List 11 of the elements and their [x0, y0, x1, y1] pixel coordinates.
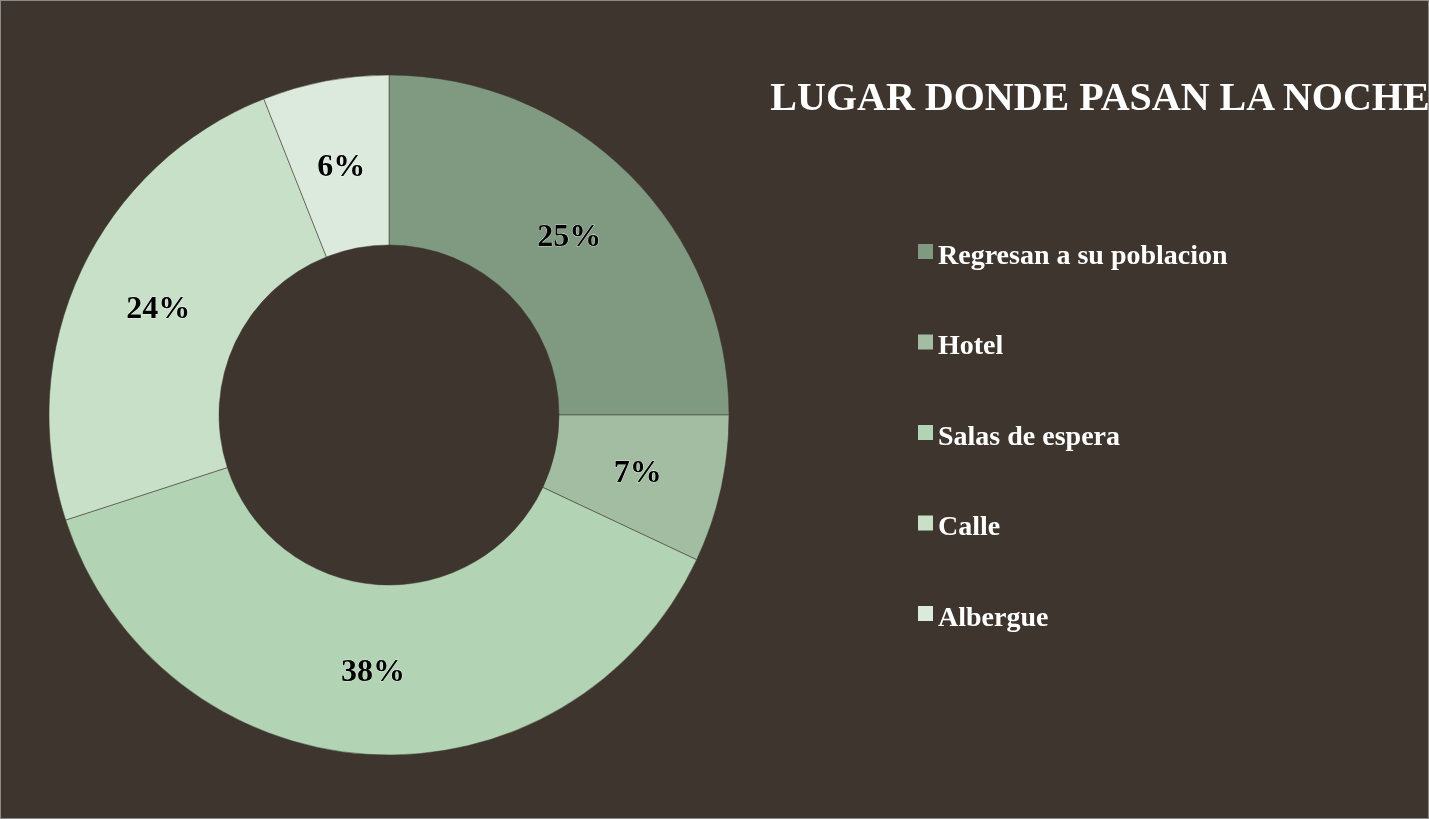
data-label: 7% — [613, 452, 662, 489]
data-label: 38% — [340, 651, 405, 688]
data-label: 6% — [317, 146, 366, 183]
legend-label: Regresan a su poblacion — [938, 238, 1229, 270]
legend-label: Calle — [938, 510, 1001, 542]
legend-label: Albergue — [938, 600, 1049, 632]
legend-label: Hotel — [938, 329, 1004, 361]
data-label: 25% — [537, 216, 602, 253]
chart-title: LUGAR DONDE PASAN LA NOCHE — [770, 74, 1429, 119]
legend-label: Salas de espera — [938, 419, 1120, 451]
data-label: 24% — [126, 288, 191, 325]
